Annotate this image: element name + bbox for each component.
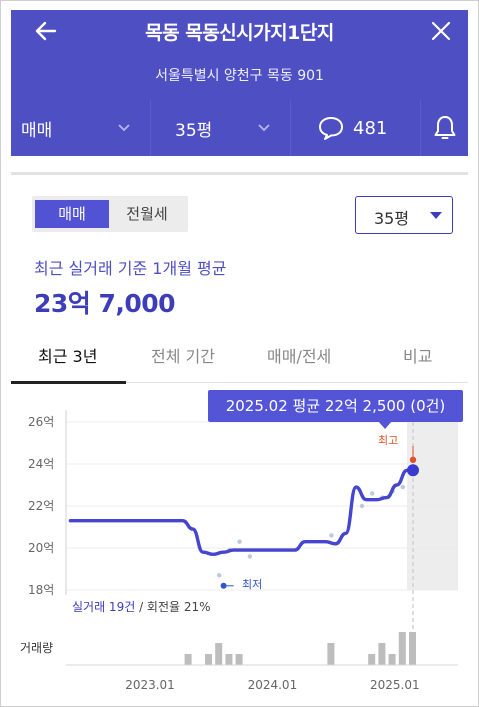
segment-rent[interactable]: 전월세 — [126, 205, 168, 223]
tab-compare[interactable]: 비교 — [403, 347, 433, 366]
arrow-left-icon — [35, 21, 57, 41]
price-chart[interactable]: 26억 24억 22억 20억 18억 2023.01 2024.01 2025.01 — [0, 383, 479, 707]
volume-bar — [205, 654, 213, 665]
comment-count: 481 — [353, 117, 388, 139]
transaction-dot — [370, 491, 375, 496]
y-tick-label: 18억 — [28, 583, 54, 597]
area-select[interactable]: 35평 — [355, 196, 453, 234]
volume-bar — [184, 654, 192, 665]
complex-address: 서울특별시 양천구 목동 901 — [155, 68, 324, 84]
bell-icon — [434, 116, 455, 139]
area-select-value: 35평 — [374, 209, 410, 228]
volume-bar — [327, 643, 335, 665]
y-tick-label: 24억 — [28, 457, 54, 471]
y-tick-label: 26억 — [28, 415, 54, 429]
price-chart-svg: 26억 24억 22억 20억 18억 2023.01 2024.01 2025.01 — [28, 410, 458, 692]
back-button[interactable] — [31, 16, 61, 46]
active-tab-indicator — [11, 381, 126, 384]
volume-bar — [225, 654, 233, 665]
scroll-indicator — [11, 172, 468, 175]
deal-count: 실거래 19건 — [72, 600, 136, 614]
segment-sale[interactable]: 매매 — [35, 200, 109, 228]
volume-bar — [368, 654, 376, 665]
lowest-marker — [220, 582, 227, 589]
average-price: 23억 7,000 — [34, 289, 176, 318]
x-tick-label: 2025.01 — [370, 678, 420, 692]
tab-recent-3y[interactable]: 최근 3년 — [38, 347, 98, 366]
volume-bar — [398, 632, 406, 665]
transaction-dot — [217, 573, 222, 578]
volume-bar — [378, 643, 386, 665]
volume-bar — [409, 632, 417, 665]
y-tick-label: 22억 — [28, 499, 54, 513]
x-tick-label: 2024.01 — [248, 678, 298, 692]
volume-bar — [235, 654, 243, 665]
comments-button[interactable]: 481 — [291, 100, 421, 156]
volume-bar — [215, 643, 223, 665]
comment-icon — [319, 117, 343, 140]
highest-marker — [409, 456, 417, 463]
current-point — [407, 464, 420, 477]
transaction-dot — [359, 503, 365, 509]
complex-header: 목동 목동신시가지1단지 서울특별시 양천구 목동 901 매매 35평 481 — [11, 10, 468, 156]
price-trend-line — [68, 468, 409, 557]
tab-sale-rent[interactable]: 매매/전세 — [267, 347, 332, 366]
trade-stats: 실거래 19건 / 회전율 21% — [72, 598, 211, 615]
turnover-rate: 회전율 21% — [146, 600, 211, 614]
forecast-shade — [407, 410, 458, 590]
transaction-dot — [400, 484, 406, 490]
period-tabs: 최근 3년 전체 기간 매매/전세 비교 — [11, 333, 468, 384]
chart-tooltip: 2025.02 평균 22억 2,500 (0건) — [208, 390, 463, 422]
transaction-dot — [247, 554, 253, 559]
volume-label: 거래량 — [20, 641, 54, 655]
area-label: 35평 — [175, 120, 213, 141]
average-label: 최근 실거래 기준 1개월 평균 — [34, 259, 227, 278]
filter-bar: 매매 35평 481 — [11, 100, 468, 156]
notification-button[interactable] — [421, 100, 468, 156]
tab-all-period[interactable]: 전체 기간 — [151, 347, 215, 366]
x-tick-label: 2023.01 — [125, 678, 175, 692]
transaction-dot — [329, 533, 334, 538]
close-button[interactable] — [426, 16, 456, 46]
tooltip-arrow — [378, 421, 392, 429]
y-tick-label: 20억 — [28, 541, 54, 555]
trade-segment-control: 매매 전월세 — [32, 196, 188, 232]
trade-type-label: 매매 — [21, 120, 53, 141]
volume-bar — [388, 654, 396, 665]
close-icon — [431, 21, 451, 41]
page-title: 목동 목동신시가지1단지 — [145, 22, 334, 44]
transaction-dot — [237, 539, 242, 544]
chevron-down-icon — [118, 124, 130, 132]
chevron-down-icon — [258, 124, 270, 132]
highest-label: 최고 — [378, 434, 399, 447]
trade-type-dropdown[interactable]: 매매 — [11, 100, 151, 156]
lowest-label: 최저 — [242, 578, 263, 591]
area-dropdown[interactable]: 35평 — [151, 100, 291, 156]
stats-separator: / — [135, 600, 147, 614]
caret-down-icon — [430, 212, 442, 219]
